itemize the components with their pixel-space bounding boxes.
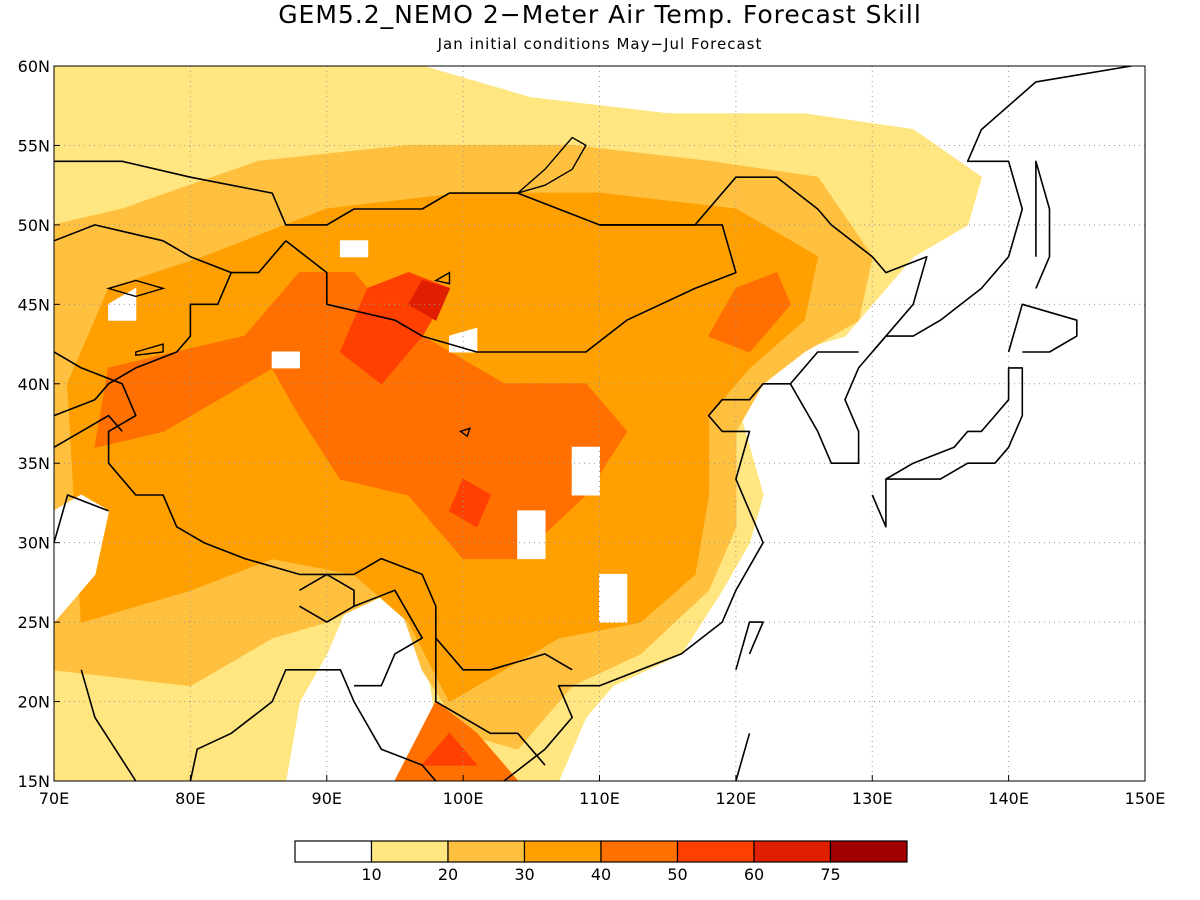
skill-region-9 <box>408 280 450 321</box>
colorbar-swatch-6 <box>753 840 832 863</box>
skill-region-3 <box>94 272 628 560</box>
skill-region-14 <box>54 494 110 623</box>
colorbar-swatch-4 <box>600 840 679 863</box>
colorbar-label: 50 <box>667 865 687 884</box>
lon-tick-label: 130E <box>852 789 893 808</box>
lat-tick-label: 20N <box>18 693 50 712</box>
colorbar-swatch-7 <box>829 840 908 863</box>
country-border <box>299 573 355 623</box>
country-border <box>54 224 232 274</box>
country-border <box>789 351 859 385</box>
country-border <box>54 351 573 671</box>
lat-tick-label: 25N <box>18 613 50 632</box>
coastline <box>463 780 465 781</box>
lat-tick-label: 15N <box>18 772 50 791</box>
skill-region-15 <box>599 573 628 623</box>
lat-tick-label: 30N <box>18 534 50 553</box>
coastline <box>503 66 1132 781</box>
lon-tick-label: 100E <box>443 789 484 808</box>
country-border <box>353 589 424 687</box>
skill-field <box>54 66 982 781</box>
coastline <box>735 733 751 781</box>
coastline <box>1035 160 1051 289</box>
colorbar-swatch-1 <box>370 840 449 863</box>
lon-tick-label: 150E <box>1125 789 1166 808</box>
skill-region-8 <box>421 732 478 766</box>
colorbar-swatch-2 <box>447 840 526 863</box>
lat-tick-label: 45N <box>18 295 50 314</box>
coastline <box>735 621 764 671</box>
geographic-lines <box>54 66 1132 781</box>
lon-tick-label: 70E <box>39 789 69 808</box>
lat-tick-label: 50N <box>18 216 50 235</box>
colorbar-label: 75 <box>820 865 840 884</box>
map-subtitle: Jan initial conditions May−Jul Forecast <box>437 35 763 53</box>
latitude-axis: 15N 20N 25N 30N 35N 40N 45N 50N 55N 60N <box>18 57 60 791</box>
colorbar-label: 40 <box>591 865 611 884</box>
country-border <box>54 240 287 417</box>
lake-outline <box>458 427 472 438</box>
lat-tick-label: 40N <box>18 375 50 394</box>
coastline <box>80 669 137 781</box>
colorbar-label: 20 <box>438 865 458 884</box>
lat-tick-label: 35N <box>18 454 50 473</box>
colorbar: 10 20 30 40 50 60 75 <box>294 840 908 884</box>
country-border <box>54 494 109 543</box>
lake-outline <box>106 279 166 298</box>
colorbar-label: 30 <box>514 865 534 884</box>
country-border <box>54 414 123 448</box>
skill-region-5 <box>708 272 791 353</box>
country-border <box>434 638 546 766</box>
lon-tick-label: 80E <box>175 789 205 808</box>
map-title: GEM5.2_NEMO 2−Meter Air Temp. Forecast S… <box>278 0 922 29</box>
colorbar-swatch-0 <box>294 840 373 863</box>
colorbar-swatch-3 <box>523 840 602 863</box>
coastline <box>871 367 1024 528</box>
colorbar-swatch-5 <box>676 840 755 863</box>
lon-tick-label: 140E <box>988 789 1029 808</box>
lake-outline <box>517 136 587 194</box>
coastline <box>1007 303 1078 353</box>
coastline <box>189 668 437 781</box>
skill-region-17 <box>339 240 369 258</box>
lon-tick-label: 110E <box>579 789 620 808</box>
lake-outline <box>433 271 451 285</box>
longitude-axis: 70E 80E 90E 100E 110E 120E 130E 140E 150E <box>39 775 1166 808</box>
lat-tick-label: 55N <box>18 136 50 155</box>
colorbar-label: 10 <box>361 865 381 884</box>
lat-tick-label: 60N <box>18 57 50 76</box>
lon-tick-label: 90E <box>312 789 342 808</box>
skill-region-7 <box>449 478 491 528</box>
colorbar-label: 60 <box>744 865 764 884</box>
skill-region-12 <box>571 446 600 496</box>
country-border <box>285 224 737 353</box>
lon-tick-label: 120E <box>716 789 757 808</box>
skill-region-16 <box>271 351 300 369</box>
lake-outline <box>135 343 164 356</box>
skill-region-13 <box>517 510 546 560</box>
